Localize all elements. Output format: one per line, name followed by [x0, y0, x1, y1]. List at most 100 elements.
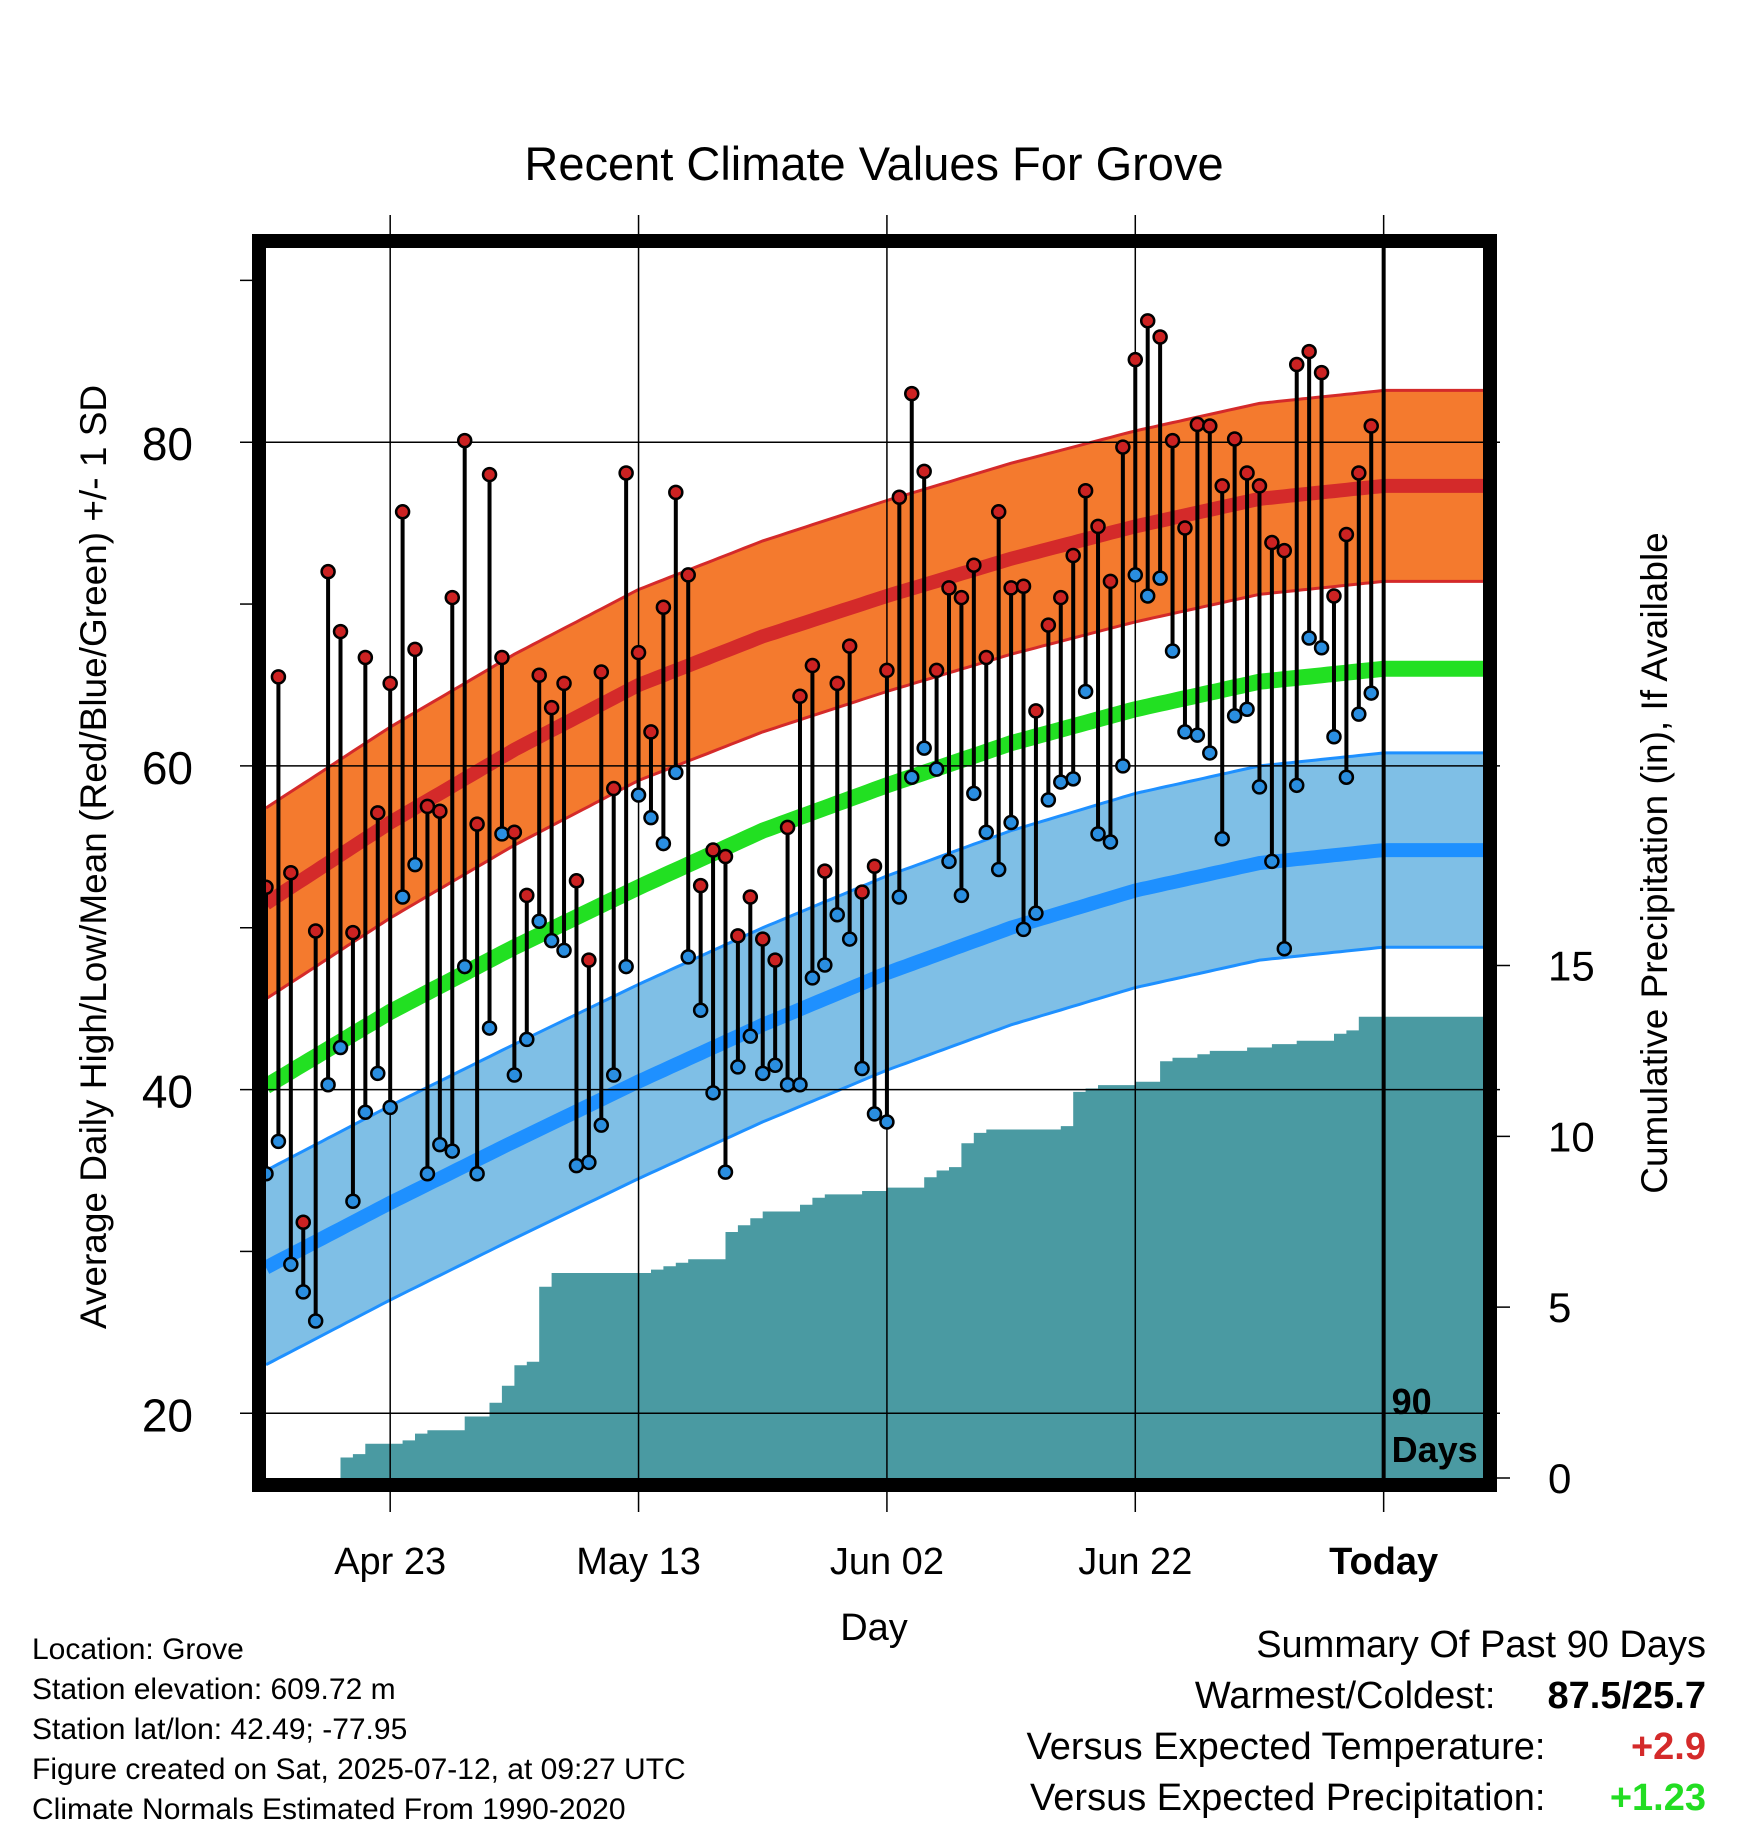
- low-point: [1301, 630, 1317, 646]
- summary-title: Summary Of Past 90 Days: [1256, 1624, 1706, 1666]
- high-point: [568, 873, 585, 889]
- low-point: [1226, 707, 1243, 724]
- high-point: [742, 889, 759, 905]
- low-point: [320, 1076, 336, 1093]
- high-point: [804, 657, 821, 674]
- high-point: [1351, 465, 1367, 481]
- low-point: [444, 1143, 461, 1159]
- low-point: [581, 1154, 597, 1171]
- high-point: [1127, 351, 1144, 368]
- low-point: [568, 1157, 585, 1174]
- high-point: [1226, 431, 1243, 447]
- high-point: [1363, 418, 1379, 434]
- high-point: [270, 669, 287, 685]
- low-point: [456, 958, 473, 975]
- high-point: [581, 952, 597, 968]
- low-point: [382, 1099, 398, 1116]
- low-point: [295, 1284, 312, 1300]
- high-point: [556, 675, 572, 692]
- station-info: Location: Grove Station elevation: 609.7…: [32, 1630, 686, 1830]
- low-point: [1313, 640, 1330, 656]
- low-point: [730, 1059, 746, 1075]
- low-point: [1264, 853, 1280, 870]
- high-point: [779, 819, 796, 836]
- high-point: [978, 649, 995, 666]
- low-point: [1015, 921, 1032, 938]
- low-point: [1189, 727, 1206, 743]
- high-point: [966, 557, 982, 573]
- low-point: [1040, 792, 1057, 808]
- high-point: [990, 504, 1007, 520]
- low-point: [928, 761, 945, 777]
- low-point: [432, 1136, 448, 1153]
- latlon-text: Station lat/lon: 42.49; -77.95: [32, 1713, 408, 1746]
- low-point: [1139, 588, 1156, 604]
- low-point: [779, 1076, 796, 1093]
- high-point: [469, 816, 485, 832]
- location-text: Location: Grove: [32, 1633, 244, 1666]
- high-point: [1177, 520, 1193, 536]
- high-point: [1313, 364, 1330, 381]
- x-tick-label: Jun 02: [830, 1541, 944, 1583]
- high-point: [1003, 580, 1019, 596]
- plot-frame: [252, 234, 1497, 1492]
- high-point: [1152, 329, 1168, 345]
- low-point: [841, 931, 858, 947]
- normals-text: Climate Normals Estimated From 1990-2020: [32, 1793, 626, 1826]
- y-tick-label: 20: [142, 1389, 193, 1441]
- high-point: [668, 484, 684, 501]
- high-point: [854, 884, 870, 900]
- high-point: [320, 563, 336, 580]
- high-point: [345, 924, 361, 941]
- high-point: [1090, 518, 1106, 535]
- y-tick-label: 40: [142, 1066, 193, 1118]
- low-point: [754, 1065, 771, 1082]
- high-point: [1115, 439, 1131, 455]
- low-point: [891, 889, 908, 905]
- x-tick-label: May 13: [576, 1541, 701, 1583]
- high-point: [1264, 534, 1280, 551]
- high-point: [1189, 416, 1206, 433]
- low-point: [357, 1104, 374, 1120]
- low-point: [1028, 905, 1044, 921]
- summary-precip-row: Versus Expected Precipitation: +1.23: [1027, 1773, 1706, 1824]
- high-point: [866, 858, 883, 874]
- x-tick-label: Apr 23: [334, 1541, 446, 1583]
- high-band-upper-edge: [265, 388, 1483, 810]
- low-point: [394, 889, 411, 905]
- low-point: [1090, 826, 1106, 842]
- precip-label: Versus Expected Precipitation:: [1030, 1777, 1546, 1819]
- low-point: [283, 1256, 299, 1273]
- high-point: [1139, 313, 1156, 329]
- high-point: [543, 699, 560, 716]
- low-point: [1288, 777, 1305, 794]
- high-point: [916, 463, 932, 480]
- x-tick-label: Today: [1329, 1541, 1438, 1583]
- high-point: [1288, 356, 1305, 373]
- high-point: [1077, 483, 1094, 499]
- low-point: [494, 826, 510, 842]
- high-point: [829, 675, 845, 692]
- high-point: [1028, 703, 1044, 719]
- normal-high-line: [262, 478, 1483, 910]
- high-point: [767, 952, 783, 968]
- high-point: [941, 580, 957, 596]
- low-point: [469, 1165, 485, 1182]
- chart-title: Recent Climate Values For Grove: [524, 137, 1223, 190]
- low-point: [481, 1020, 498, 1036]
- low-point: [804, 970, 821, 986]
- created-text: Figure created on Sat, 2025-07-12, at 09…: [32, 1753, 686, 1786]
- high-point: [456, 432, 473, 449]
- low-point: [643, 809, 659, 826]
- precip-value: +1.23: [1609, 1777, 1706, 1819]
- low-point: [1276, 941, 1293, 957]
- low-point: [1077, 683, 1094, 700]
- low-point: [593, 1117, 610, 1133]
- high-point: [1040, 617, 1057, 633]
- low-point: [332, 1039, 349, 1056]
- high-point: [841, 638, 858, 654]
- low-point: [990, 861, 1007, 878]
- low-point: [307, 1313, 324, 1329]
- high-point: [928, 662, 945, 679]
- y2-axis-label: Cumulative Precipitation (in), If Availa…: [1634, 532, 1675, 1194]
